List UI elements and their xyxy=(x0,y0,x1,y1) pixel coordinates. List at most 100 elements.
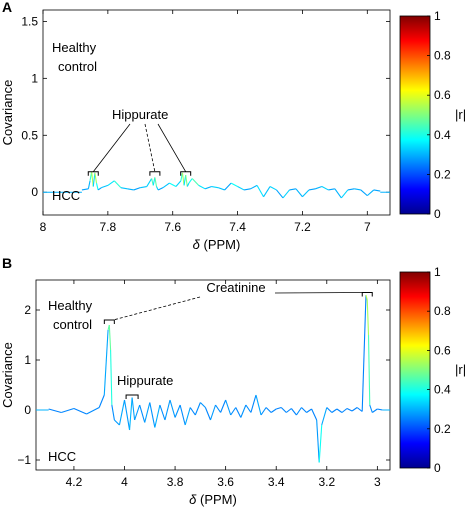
panel-b-series-segment xyxy=(169,399,176,418)
panel-b-y-tick-label: 0 xyxy=(24,403,31,417)
panel-b-series-segment xyxy=(371,408,378,413)
panel-b-series-segment xyxy=(260,407,267,416)
panel-b-series-segment xyxy=(204,407,211,421)
panel-a-series-segment xyxy=(95,182,99,191)
panel-b-colorbar-tick-label: 0.2 xyxy=(434,422,451,436)
panel-a-series-segment xyxy=(146,178,153,187)
panel-a-series-segment xyxy=(211,185,219,189)
panel-b-bracket xyxy=(125,394,139,399)
panel-a-series-segment xyxy=(97,187,102,191)
panel-a-pointer-line xyxy=(144,123,156,172)
panel-a-y-tick-label: 1 xyxy=(31,71,38,85)
panel-b-series-segment xyxy=(111,404,115,421)
panel-a-bracket xyxy=(149,171,161,176)
panel-b-series-segment xyxy=(301,407,307,413)
panel-a-colorbar-tick-label: 0.8 xyxy=(434,49,451,63)
panel-a-pointer-line xyxy=(157,123,187,172)
panel-a-colorbar-tick-label: 0.6 xyxy=(434,88,451,102)
panel-b-series-segment xyxy=(318,424,323,463)
panel-b-series-segment xyxy=(225,399,232,416)
panel-b: B 4.2 4 3.8 3.6 3.4 3.2 3 −1 0 1 2 δ (PPM) Covariance… xyxy=(0,255,466,507)
panel-b-series-segment xyxy=(316,419,320,463)
panel-a-series-segment xyxy=(289,188,297,191)
panel-b-series-segment xyxy=(184,407,191,426)
panel-a-x-tick-label: 7.8 xyxy=(100,220,117,234)
panel-b-y-tick-label: 1 xyxy=(24,353,31,367)
panel-a-series-segment xyxy=(204,186,212,190)
panel-b-series-segment xyxy=(139,404,146,423)
panel-b-series-segment xyxy=(331,408,338,413)
panel-a-series-segment xyxy=(113,180,122,189)
panel-b-pointer-line xyxy=(113,296,201,321)
panel-b-series-segment xyxy=(240,404,247,418)
panel-b-series-segment xyxy=(194,402,201,416)
panel-a-series-segment xyxy=(154,177,158,187)
panel-b-series-segment xyxy=(209,404,217,421)
panel-a-annotation-hippurate: Hippurate xyxy=(112,107,168,122)
panel-b-group-top-line1: Healthy xyxy=(48,298,93,313)
panel-a-y-axis-label: Covariance xyxy=(0,80,15,146)
panel-a-colorbar-tick-label: 0 xyxy=(434,207,441,221)
panel-a-series-segment xyxy=(328,188,335,191)
panel-a-series-segment xyxy=(243,188,251,191)
panel-b-series-segment xyxy=(295,407,302,416)
panel-a-series-segment xyxy=(91,171,94,187)
panel-b-series-segment xyxy=(129,397,133,431)
panel-b-series-segment xyxy=(108,324,112,351)
panel-a-colorbar-tick-label: 0.2 xyxy=(434,167,451,181)
panel-b-series-segment xyxy=(235,407,242,418)
panel-b-series-segment xyxy=(245,404,252,413)
panel-b-series-segment xyxy=(174,404,181,418)
panel-b-series-segment xyxy=(321,407,328,426)
panel-b-colorbar-tick-label: 0.6 xyxy=(434,343,451,357)
panel-b-series-segment xyxy=(199,402,206,408)
panel-a-series-segment xyxy=(120,187,128,190)
panel-b-series-segment xyxy=(377,408,383,411)
panel-b-x-tick-label: 3 xyxy=(374,475,381,489)
panel-b-series-segment xyxy=(306,408,312,413)
panel-b-series-segment xyxy=(366,299,370,336)
panel-a-colorbar-tick-label: 0.4 xyxy=(434,128,451,142)
panel-a-series-segment xyxy=(237,186,245,191)
panel-a-series-segment xyxy=(269,186,277,191)
panel-a-group-top-line1: Healthy xyxy=(52,40,97,55)
panel-b-series-segment xyxy=(154,404,161,428)
panel-a-y-tick-label: 1.5 xyxy=(21,14,38,28)
panel-b-series-segment xyxy=(220,399,227,413)
panel-b-series-segment xyxy=(123,399,131,431)
panel-b-x-tick-label: 3.2 xyxy=(318,475,335,489)
panel-b-series-segment xyxy=(361,294,367,412)
panel-a-series-segment xyxy=(250,184,258,190)
panel-a-colorbar xyxy=(399,15,431,215)
panel-a-series-segment xyxy=(217,187,225,191)
panel-a-series-segment xyxy=(224,182,232,191)
panel-b-series-segment xyxy=(113,419,120,426)
panel-b-series-segment xyxy=(276,406,282,410)
panel-a-series-segment xyxy=(295,188,303,198)
panel-a-series-segment xyxy=(340,189,349,199)
panel-a-x-tick-label: 7.2 xyxy=(294,220,311,234)
panel-b-colorbar-tick-label: 0.4 xyxy=(434,383,451,397)
panel-b-group-bottom: HCC xyxy=(48,449,76,464)
panel-a-series-segment xyxy=(308,188,316,191)
panel-b-series-segment xyxy=(250,394,257,413)
panel-b-colorbar-tick-label: 1 xyxy=(434,265,441,279)
panel-b-series-segment xyxy=(110,349,113,406)
panel-b-series-segment xyxy=(311,408,318,421)
panel-b-series-segment xyxy=(265,407,272,413)
panel-a-series-segment xyxy=(140,185,147,189)
panel-a-series-segment xyxy=(133,187,141,191)
panel-a-colorbar-label: |r| xyxy=(455,107,466,122)
panel-a-pointer-line xyxy=(92,123,131,172)
panel-a-series-segment xyxy=(334,188,342,199)
panel-a-series-segment xyxy=(302,189,310,198)
panel-a-series-segment xyxy=(347,188,355,191)
panel-b-colorbar-tick-label: 0 xyxy=(434,461,441,475)
panel-b-bracket xyxy=(361,292,373,297)
panel-a-series-segment xyxy=(185,175,188,187)
panel-a-series-segment xyxy=(87,180,91,189)
panel-b-series-segment xyxy=(144,402,151,423)
panel-b-x-tick-label: 4.2 xyxy=(66,475,83,489)
panel-a-series-segment xyxy=(181,172,185,186)
panel-a-series-segment xyxy=(175,180,182,187)
